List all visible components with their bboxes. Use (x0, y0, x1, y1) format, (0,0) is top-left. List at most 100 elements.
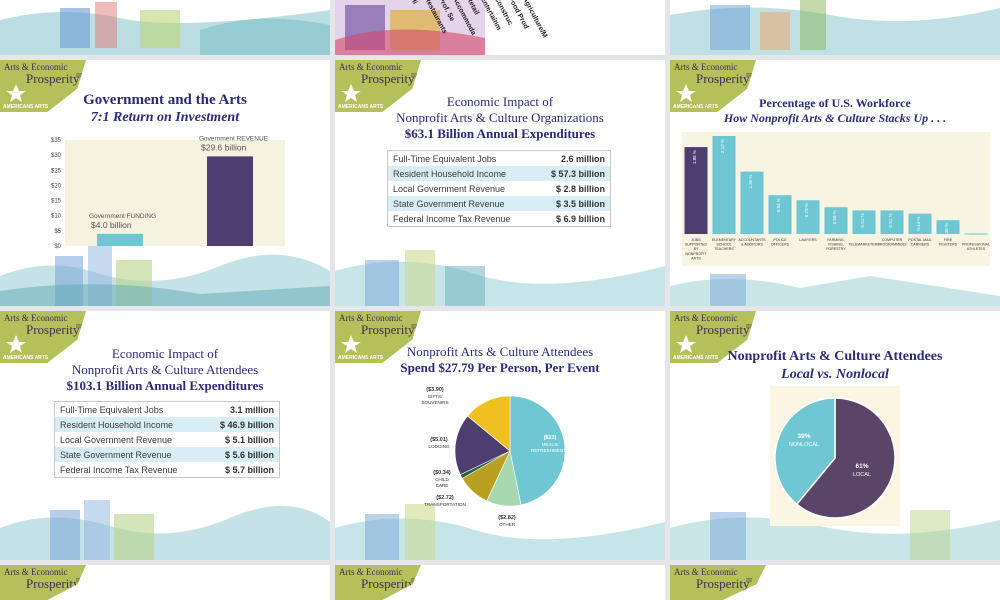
table-row: Resident Household Income $ 57.3 billion (388, 166, 610, 181)
slide-economic-impact-attendees[interactable]: Arts & Economic Prosperity III AMERICANS… (0, 311, 330, 560)
table-row: Local Government Revenue $ 5.1 billion (55, 432, 279, 447)
row-value: $ 46.9 billion (219, 419, 274, 430)
watercolor-skyline (670, 510, 1000, 560)
slide-local-vs-nonlocal[interactable]: Arts & Economic Prosperity III AMERICANS… (670, 311, 1000, 560)
row-value: 3.1 million (229, 404, 274, 415)
watercolor-skyline (335, 0, 485, 55)
slice-amount-label: ($5.01) (430, 437, 448, 443)
slide-title-line2: Spend $27.79 Per Person, Per Event (400, 360, 600, 375)
bar-value-label: 1.88 % (692, 150, 697, 164)
table-row: Local Government Revenue $ 2.8 billion (388, 181, 610, 196)
bar (824, 207, 848, 234)
slice-name-label: NONLOCAL (789, 442, 819, 448)
spending-pie-chart: ($13)MEALS/REFRESHMENTS ($2.82)OTHER ($2.7… (421, 387, 569, 527)
bar (768, 195, 792, 234)
bar (712, 136, 736, 234)
industry-label: Retail (464, 0, 480, 17)
slide-title-line1: Economic Impact of (111, 346, 219, 361)
category-label: FIRE FIGHTERS (939, 238, 958, 247)
star-a-icon (6, 84, 26, 102)
slice-name-label: CARE (436, 483, 449, 488)
table-row: Federal Income Tax Revenue $ 5.7 billion (55, 462, 279, 477)
y-tick-label: $10 (51, 214, 62, 220)
watercolor-skyline (0, 2, 330, 55)
star-a-icon (676, 335, 696, 353)
row-label: Full-Time Equivalent Jobs (60, 404, 164, 415)
bar-value-label: 0.84 % (776, 198, 781, 212)
bottom-slide-middle[interactable]: Arts & Economic Prosperity III (335, 565, 665, 600)
category-label: POSTAL MAIL CARRIERS (908, 238, 931, 247)
top-slide-right[interactable] (670, 0, 1000, 55)
top-slide-middle[interactable]: Hi Restaurants Prof. Se Accommoda Retail Ente… (335, 0, 665, 55)
workforce-bar-chart: 1.88 % JOBS SUPPORTED BY NONPROFIT ARTS 2.12 %… (682, 132, 990, 266)
watercolor-skyline (335, 504, 665, 560)
y-tick-label: $35 (51, 138, 62, 144)
slide-return-on-investment[interactable]: Arts & Economic Prosperity III AMERICANS… (0, 60, 330, 306)
bar-value-label: 1.35 % (748, 175, 753, 189)
slide-economic-impact-organizations[interactable]: Arts & Economic Prosperity III AMERICANS… (335, 60, 665, 306)
row-label: Full-Time Equivalent Jobs (393, 153, 497, 164)
bar (740, 171, 764, 234)
slice-amount-label: ($0.34) (433, 470, 451, 476)
slice-name-label: TRANSPORTATION (424, 502, 466, 507)
row-label: Local Government Revenue (60, 434, 173, 445)
bar-value-label: 0.30 % (944, 223, 949, 237)
watercolor-skyline (670, 0, 1000, 55)
row-label: Local Government Revenue (393, 183, 506, 194)
bar (684, 147, 708, 234)
y-tick-label: $30 (51, 153, 62, 159)
arts-prosperity-logo: Arts & Economic Prosperity III (670, 565, 766, 600)
row-label: Federal Income Tax Revenue (60, 464, 178, 475)
row-value: $ 5.6 billion (224, 449, 274, 460)
category-label: ELEMENTARY SCHOOL TEACHERS (712, 238, 737, 251)
slide-title-line1: Nonprofit Arts & Culture Attendees (406, 344, 594, 359)
slide-title-line3: $63.1 Billion Annual Expenditures (404, 126, 596, 141)
slide-spend-per-person[interactable]: Arts & Economic Prosperity III AMERICANS… (335, 311, 665, 560)
local-nonlocal-pie-chart: 61% LOCAL 39% NONLOCAL (774, 397, 896, 519)
row-value: $ 5.1 billion (224, 434, 274, 445)
roi-bar-chart: $35 $30 $25 $20 $15 $10 $5 $0 Government FUNDING… (51, 136, 285, 250)
bar-value-label: 2.12 % (720, 139, 725, 153)
y-tick-label: $15 (51, 199, 62, 205)
bar-value-label: 0.44 % (916, 217, 921, 231)
row-value: 2.6 million (560, 153, 605, 164)
bottom-slide-left[interactable]: Arts & Economic Prosperity III (0, 565, 330, 600)
y-tick-label: $20 (51, 183, 62, 189)
y-tick-label: $0 (54, 244, 61, 250)
arts-prosperity-logo: Arts & Economic Prosperity III (0, 565, 86, 600)
pie-slice (509, 395, 566, 506)
slice-name-label: SOUVENIRS (421, 400, 448, 405)
slide-workforce-percentage[interactable]: Arts & Economic Prosperity III AMERICANS… (670, 60, 1000, 306)
bar (852, 210, 876, 234)
slice-name-label: LODGING (428, 444, 450, 449)
star-a-icon (341, 335, 361, 353)
star-a-icon (676, 84, 696, 102)
table-row: Resident Household Income $ 46.9 billion (55, 417, 279, 432)
bottom-slide-right[interactable]: Arts & Economic Prosperity III (670, 565, 1000, 600)
bar (964, 233, 988, 235)
row-value: $ 5.7 billion (224, 464, 274, 475)
bar-value-label: 0.58 % (832, 210, 837, 224)
category-label: JOBS SUPPORTED BY NONPROFIT ARTS (685, 238, 708, 260)
arts-prosperity-logo: Arts & Economic Prosperity III AMERICANS… (0, 311, 86, 363)
bar (936, 220, 960, 234)
bar-label: Government REVENUE (199, 136, 269, 142)
watercolor-skyline (0, 246, 330, 306)
category-label: PROFESSIONAL ATHLETES (962, 243, 990, 252)
slice-percent-label: 61% (855, 463, 868, 470)
slide-title-line2: Nonprofit Arts & Culture Organizations (396, 110, 604, 125)
row-value: $ 3.5 billion (555, 198, 605, 209)
bar-value-label: 0.51 % (860, 213, 865, 227)
star-a-icon (341, 84, 361, 102)
slide-subtitle: 7:1 Return on Investment (90, 110, 240, 125)
bar-value-label: 0.01 % (972, 237, 977, 251)
bar-label: Government FUNDING (89, 213, 156, 220)
bar (908, 213, 932, 234)
slice-name-label: CHILD (435, 477, 449, 482)
slice-amount-label: ($3.90) (426, 387, 444, 393)
row-label: State Government Revenue (393, 198, 505, 209)
slide-subtitle: How Nonprofit Arts & Culture Stacks Up .… (723, 111, 947, 125)
star-a-icon (6, 335, 26, 353)
y-tick-label: $25 (51, 168, 62, 174)
top-slide-left[interactable] (0, 0, 330, 55)
